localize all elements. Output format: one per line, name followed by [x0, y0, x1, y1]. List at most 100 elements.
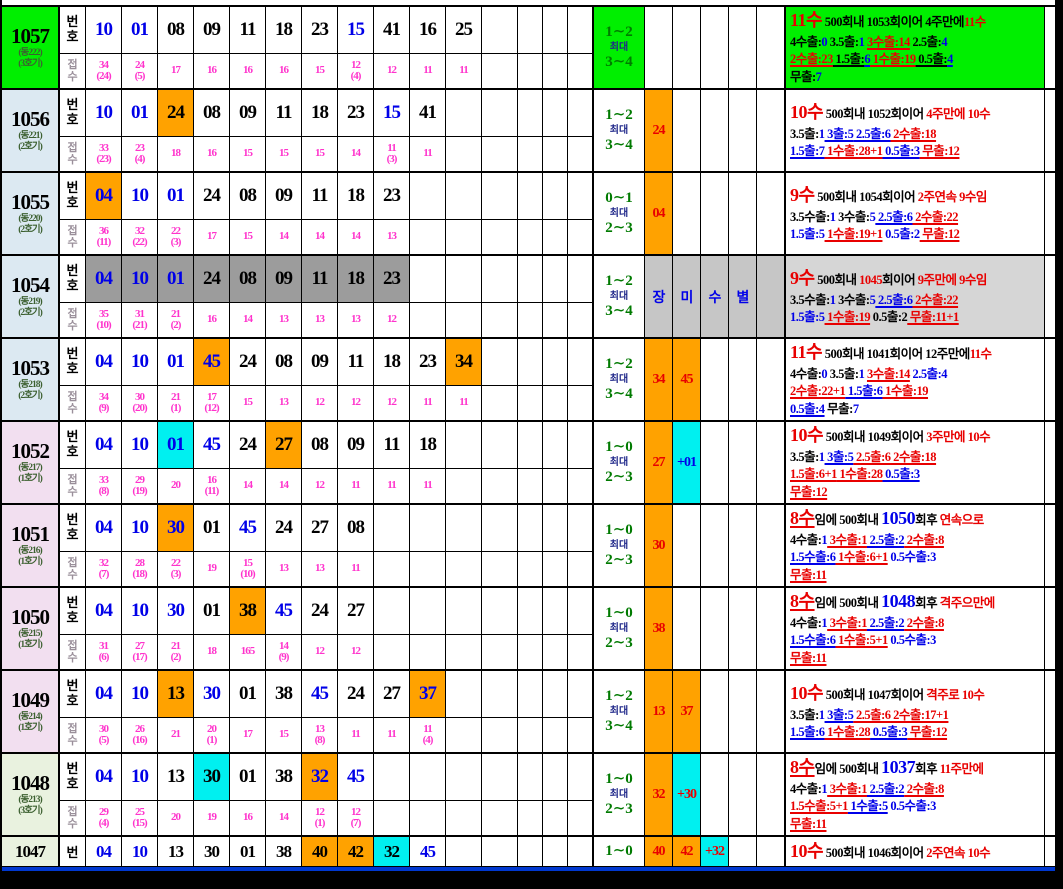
count-cell[interactable]: 29 (4)	[86, 801, 122, 835]
filler-cell[interactable]	[543, 303, 568, 337]
summary-cell[interactable]: 9수 500회내 1045회이어 9주만에 9수임 3.5수출:1 3수출:5 2…	[785, 256, 1045, 337]
count-cell[interactable]: 22 (3)	[158, 552, 194, 586]
count-cell[interactable]: 34 (24)	[86, 54, 122, 88]
empty-mark-cell[interactable]	[701, 505, 729, 586]
empty-number-cell[interactable]	[482, 671, 518, 719]
empty-mark-cell[interactable]	[701, 422, 729, 503]
number-cell[interactable]: 08	[158, 7, 194, 55]
count-cell[interactable]: 11	[374, 469, 410, 503]
empty-number-cell[interactable]	[446, 505, 482, 553]
filler-cell[interactable]	[543, 54, 568, 88]
count-cell[interactable]: 165	[230, 635, 266, 669]
count-cell[interactable]: 15 (10)	[230, 552, 266, 586]
count-cell[interactable]: 11	[446, 54, 482, 88]
count-cell[interactable]: 11 (3)	[374, 137, 410, 171]
number-cell[interactable]: 45	[266, 588, 302, 636]
number-cell[interactable]: 32	[374, 837, 410, 866]
empty-mark-cell[interactable]	[701, 90, 729, 171]
number-cell[interactable]: 08	[266, 339, 302, 387]
empty-mark-cell[interactable]	[673, 505, 701, 586]
count-cell[interactable]: 12	[338, 635, 374, 669]
empty-mark-cell[interactable]	[757, 422, 785, 503]
number-cell[interactable]: 24	[158, 90, 194, 138]
number-cell[interactable]: 11	[338, 339, 374, 387]
number-cell[interactable]: 09	[266, 173, 302, 221]
mark-cell[interactable]: 04	[645, 173, 673, 254]
count-cell[interactable]: 18	[158, 137, 194, 171]
filler-cell[interactable]	[543, 754, 568, 802]
number-cell[interactable]: 18	[374, 339, 410, 387]
count-cell[interactable]: 13	[338, 303, 374, 337]
filler-cell[interactable]	[568, 137, 593, 171]
count-cell[interactable]: 30 (5)	[86, 718, 122, 752]
count-cell[interactable]: 11 (4)	[410, 718, 446, 752]
empty-count-cell[interactable]	[410, 303, 446, 337]
empty-count-cell[interactable]	[374, 635, 410, 669]
count-cell[interactable]: 12 (1)	[302, 801, 338, 835]
empty-number-cell[interactable]	[482, 505, 518, 553]
count-cell[interactable]: 32 (7)	[86, 552, 122, 586]
number-cell[interactable]: 24	[194, 173, 230, 221]
summary-cell[interactable]: 11수 500회내 1041회이어 12주만에11수 4수출:0 3.5출:1 3…	[785, 339, 1045, 420]
count-cell[interactable]: 23 (4)	[122, 137, 158, 171]
range-cell[interactable]: 1∼0	[593, 837, 645, 866]
empty-number-cell[interactable]	[374, 505, 410, 553]
filler-cell[interactable]	[543, 386, 568, 420]
count-cell[interactable]: 22 (3)	[158, 220, 194, 254]
number-cell[interactable]: 25	[446, 7, 482, 55]
empty-count-cell[interactable]	[374, 801, 410, 835]
empty-count-cell[interactable]	[482, 635, 518, 669]
count-cell[interactable]: 21	[158, 718, 194, 752]
filler-cell[interactable]	[568, 588, 593, 636]
number-cell[interactable]: 01	[230, 837, 266, 866]
draw-cell[interactable]: 1050 (동215) (1호기)	[2, 588, 60, 669]
count-cell[interactable]: 33 (8)	[86, 469, 122, 503]
empty-number-cell[interactable]	[482, 339, 518, 387]
empty-mark-cell[interactable]	[729, 505, 757, 586]
number-cell[interactable]: 10	[122, 754, 158, 802]
count-cell[interactable]: 12	[374, 386, 410, 420]
empty-count-cell[interactable]	[446, 220, 482, 254]
empty-count-cell[interactable]	[482, 137, 518, 171]
number-cell[interactable]: 27	[266, 422, 302, 470]
filler-cell[interactable]	[518, 339, 543, 387]
number-cell[interactable]: 45	[194, 339, 230, 387]
empty-count-cell[interactable]	[446, 552, 482, 586]
empty-number-cell[interactable]	[410, 588, 446, 636]
empty-count-cell[interactable]	[482, 801, 518, 835]
number-cell[interactable]: 10	[122, 837, 158, 866]
count-cell[interactable]: 13	[266, 552, 302, 586]
number-cell[interactable]: 30	[194, 754, 230, 802]
filler-cell[interactable]	[568, 552, 593, 586]
number-cell[interactable]: 23	[374, 256, 410, 304]
empty-mark-cell[interactable]	[701, 671, 729, 752]
draw-cell[interactable]: 1055 (동220) (2호기)	[2, 173, 60, 254]
number-cell[interactable]: 10	[122, 339, 158, 387]
draw-cell[interactable]: 1054 (동219) (2호기)	[2, 256, 60, 337]
number-cell[interactable]: 11	[374, 422, 410, 470]
count-cell[interactable]: 30 (20)	[122, 386, 158, 420]
empty-number-cell[interactable]	[410, 256, 446, 304]
count-cell[interactable]: 11	[410, 137, 446, 171]
filler-cell[interactable]	[518, 754, 543, 802]
filler-cell[interactable]	[568, 54, 593, 88]
count-cell[interactable]: 16	[266, 54, 302, 88]
filler-cell[interactable]	[518, 469, 543, 503]
empty-number-cell[interactable]	[410, 173, 446, 221]
filler-cell[interactable]	[543, 718, 568, 752]
number-cell[interactable]: 10	[122, 588, 158, 636]
number-cell[interactable]: 01	[194, 505, 230, 553]
empty-mark-cell[interactable]	[729, 339, 757, 420]
count-cell[interactable]: 13	[374, 220, 410, 254]
empty-count-cell[interactable]	[482, 718, 518, 752]
number-cell[interactable]: 38	[266, 837, 302, 866]
empty-mark-cell[interactable]	[673, 173, 701, 254]
empty-count-cell[interactable]	[482, 54, 518, 88]
mark-cell[interactable]: 45	[673, 339, 701, 420]
number-cell[interactable]: 27	[302, 505, 338, 553]
count-cell[interactable]: 27 (17)	[122, 635, 158, 669]
empty-mark-cell[interactable]	[729, 7, 757, 88]
count-cell[interactable]: 19	[194, 552, 230, 586]
empty-number-cell[interactable]	[482, 422, 518, 470]
summary-cell[interactable]: 8수임에 500회내 1050회후 연속으로 4수출:1 3수출:1 2.5출:2…	[785, 505, 1045, 586]
